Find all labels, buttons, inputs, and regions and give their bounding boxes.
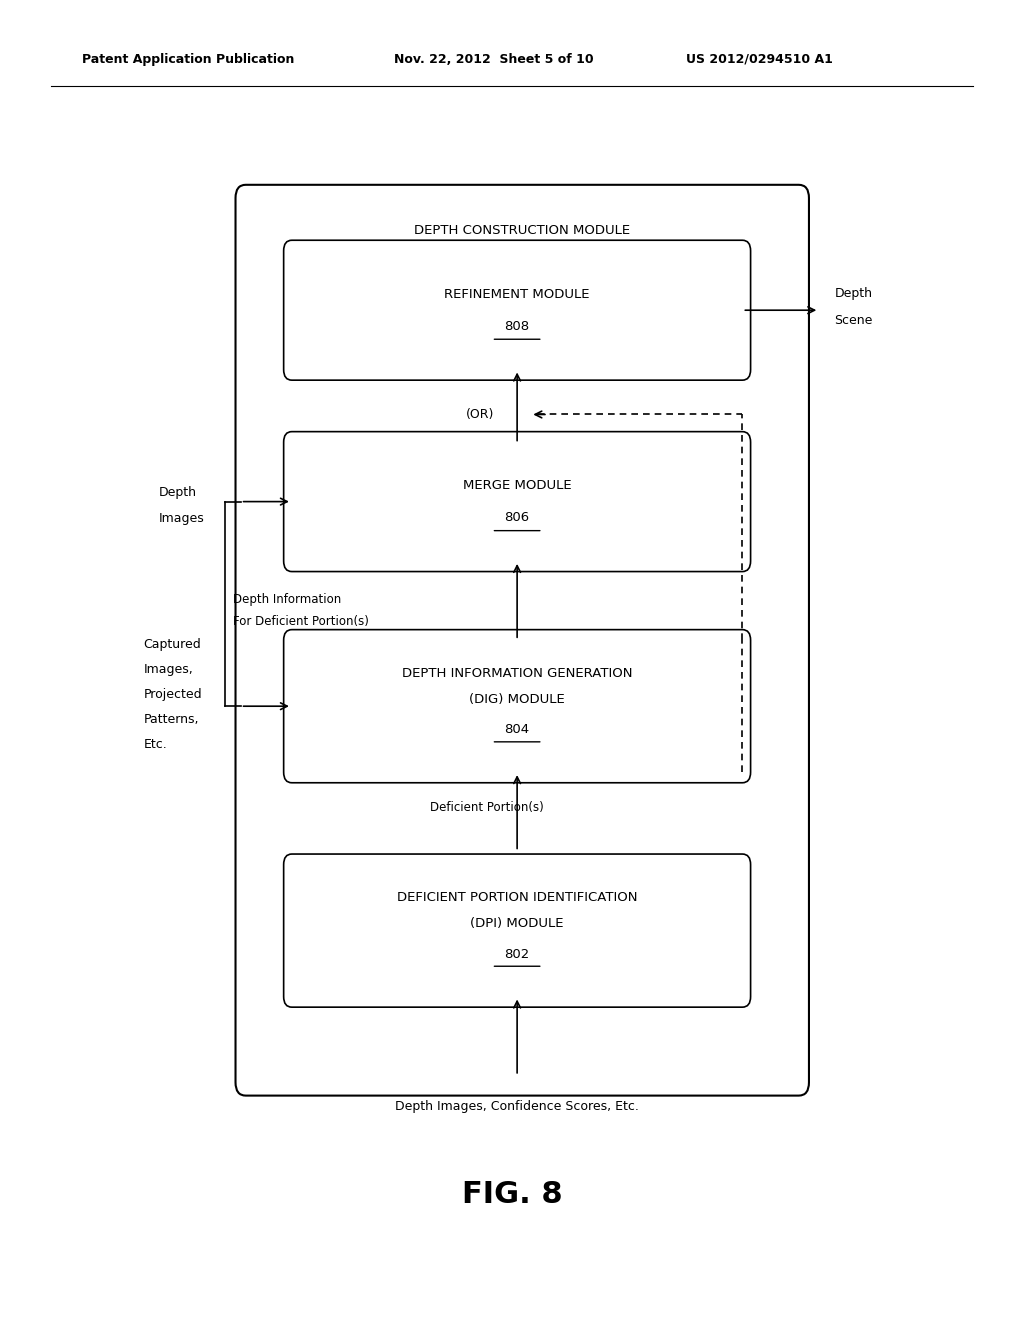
Text: DEFICIENT PORTION IDENTIFICATION: DEFICIENT PORTION IDENTIFICATION [397,891,637,904]
Text: Depth: Depth [159,486,197,499]
Text: Depth: Depth [835,286,872,300]
Text: US 2012/0294510 A1: US 2012/0294510 A1 [686,53,833,66]
Text: For Deficient Portion(s): For Deficient Portion(s) [233,615,370,628]
Text: (DPI) MODULE: (DPI) MODULE [470,917,564,931]
FancyBboxPatch shape [284,630,751,783]
Text: (OR): (OR) [466,408,495,421]
Text: Captured: Captured [143,638,201,651]
Text: 808: 808 [505,319,529,333]
FancyBboxPatch shape [236,185,809,1096]
Text: Images,: Images, [143,663,194,676]
Text: REFINEMENT MODULE: REFINEMENT MODULE [444,288,590,301]
Text: Nov. 22, 2012  Sheet 5 of 10: Nov. 22, 2012 Sheet 5 of 10 [394,53,594,66]
Text: 804: 804 [505,723,529,737]
Text: DEPTH CONSTRUCTION MODULE: DEPTH CONSTRUCTION MODULE [414,224,631,238]
Text: 802: 802 [505,948,529,961]
Text: Deficient Portion(s): Deficient Portion(s) [430,801,544,814]
FancyBboxPatch shape [284,854,751,1007]
Text: Etc.: Etc. [143,738,167,751]
Text: Depth Images, Confidence Scores, Etc.: Depth Images, Confidence Scores, Etc. [395,1100,639,1113]
Text: 806: 806 [505,511,529,524]
Text: Depth Information: Depth Information [233,593,342,606]
FancyBboxPatch shape [284,240,751,380]
FancyBboxPatch shape [284,432,751,572]
Text: MERGE MODULE: MERGE MODULE [463,479,571,492]
Text: FIG. 8: FIG. 8 [462,1180,562,1209]
Text: (DIG) MODULE: (DIG) MODULE [469,693,565,706]
Text: DEPTH INFORMATION GENERATION: DEPTH INFORMATION GENERATION [401,667,633,680]
Text: Patterns,: Patterns, [143,713,199,726]
Text: Images: Images [159,512,205,525]
Text: Patent Application Publication: Patent Application Publication [82,53,294,66]
Text: Projected: Projected [143,688,202,701]
Text: 124: 124 [510,255,535,268]
Text: Scene: Scene [835,314,872,327]
